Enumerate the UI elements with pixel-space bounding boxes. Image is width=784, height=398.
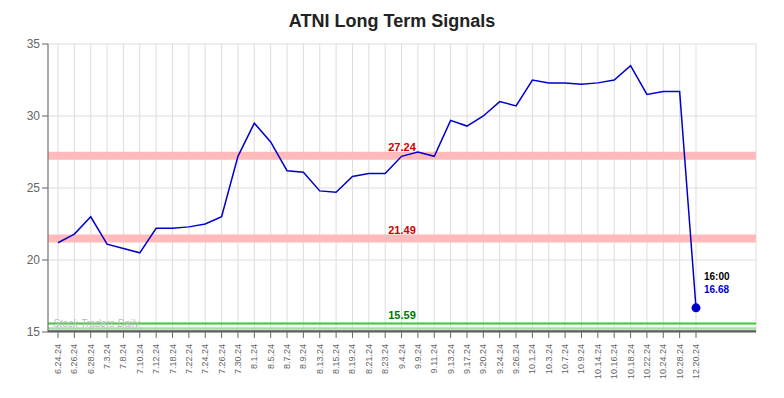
svg-text:6.24.24: 6.24.24 <box>53 344 63 374</box>
svg-text:8.5.24: 8.5.24 <box>266 344 276 369</box>
svg-text:9.20.24: 9.20.24 <box>478 344 488 374</box>
svg-text:8.1.24: 8.1.24 <box>249 344 259 369</box>
svg-text:10.7.24: 10.7.24 <box>560 344 570 374</box>
svg-text:8.7.24: 8.7.24 <box>282 344 292 369</box>
svg-text:7.12.24: 7.12.24 <box>151 344 161 374</box>
svg-text:7.22.24: 7.22.24 <box>184 344 194 374</box>
html-text:ATNI Long Term Signals: ATNI Long Term Signals <box>288 11 496 31</box>
svg-text:Stock Traders Daily: Stock Traders Daily <box>53 318 141 329</box>
svg-text:6.28.24: 6.28.24 <box>86 344 96 374</box>
svg-text:7.30.24: 7.30.24 <box>233 344 243 374</box>
svg-text:9.4.24: 9.4.24 <box>397 344 407 369</box>
svg-text:25: 25 <box>27 181 41 195</box>
svg-text:16:00: 16:00 <box>704 271 730 282</box>
svg-text:7.24.24: 7.24.24 <box>200 344 210 374</box>
svg-text:10.16.24: 10.16.24 <box>609 344 619 379</box>
svg-text:10.22.24: 10.22.24 <box>642 344 652 379</box>
svg-text:10.18.24: 10.18.24 <box>626 344 636 379</box>
svg-text:7.3.24: 7.3.24 <box>102 344 112 369</box>
svg-text:12.20.24: 12.20.24 <box>691 344 701 379</box>
svg-text:7.26.24: 7.26.24 <box>217 344 227 374</box>
svg-text:7.8.24: 7.8.24 <box>118 344 128 369</box>
svg-text:35: 35 <box>27 37 41 51</box>
svg-text:10.3.24: 10.3.24 <box>544 344 554 374</box>
svg-text:16.68: 16.68 <box>704 284 729 295</box>
svg-text:9.26.24: 9.26.24 <box>511 344 521 374</box>
svg-text:30: 30 <box>27 109 41 123</box>
svg-text:15.59: 15.59 <box>388 309 416 321</box>
svg-text:27.24: 27.24 <box>388 141 416 153</box>
svg-text:8.13.24: 8.13.24 <box>315 344 325 374</box>
svg-text:7.10.24: 7.10.24 <box>135 344 145 374</box>
svg-text:9.24.24: 9.24.24 <box>495 344 505 374</box>
svg-text:6.26.24: 6.26.24 <box>69 344 79 374</box>
svg-text:9.13.24: 9.13.24 <box>446 344 456 374</box>
svg-text:10.28.24: 10.28.24 <box>675 344 685 379</box>
svg-text:8.23.24: 8.23.24 <box>380 344 390 374</box>
svg-text:21.49: 21.49 <box>388 224 416 236</box>
svg-text:8.21.24: 8.21.24 <box>364 344 374 374</box>
svg-text:10.1.24: 10.1.24 <box>527 344 537 374</box>
svg-text:10.24.24: 10.24.24 <box>658 344 668 379</box>
svg-text:9.17.24: 9.17.24 <box>462 344 472 374</box>
svg-text:8.19.24: 8.19.24 <box>347 344 357 374</box>
svg-text:7.18.24: 7.18.24 <box>168 344 178 374</box>
svg-text:9.9.24: 9.9.24 <box>413 344 423 369</box>
svg-text:8.9.24: 8.9.24 <box>298 344 308 369</box>
svg-text:15: 15 <box>27 325 41 339</box>
svg-text:8.15.24: 8.15.24 <box>331 344 341 374</box>
svg-text:9.11.24: 9.11.24 <box>429 344 439 373</box>
svg-text:20: 20 <box>27 253 41 267</box>
svg-text:10.14.24: 10.14.24 <box>593 344 603 379</box>
svg-text:10.9.24: 10.9.24 <box>576 344 586 374</box>
